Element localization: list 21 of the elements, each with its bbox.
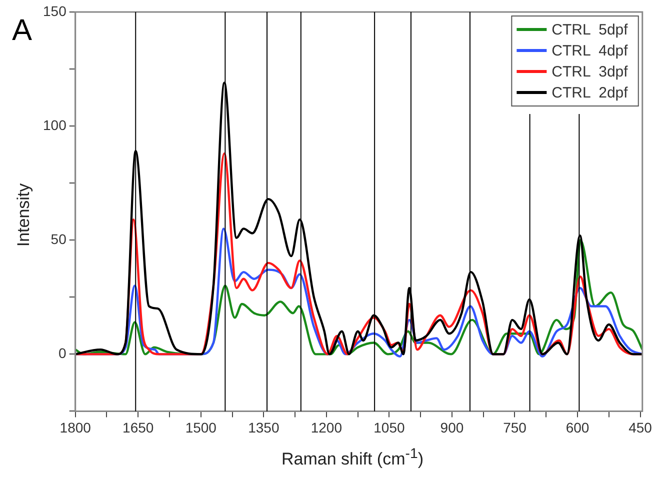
x-tick-label: 1500 — [185, 419, 217, 436]
x-tick-label: 450 — [628, 419, 652, 436]
text: A — [12, 14, 32, 48]
x-tick-label: 1350 — [248, 419, 280, 436]
y-tick-label: 100 — [43, 116, 67, 133]
x-tick-label: 600 — [566, 419, 590, 436]
y-tick-label: 0 — [58, 345, 67, 362]
x-tick-label: 900 — [440, 419, 464, 436]
y-tick-label: 50 — [50, 230, 67, 247]
legend-label: CTRL 2dpf — [552, 84, 629, 102]
legend-label: CTRL 5dpf — [552, 22, 629, 39]
x-tick-label: 1050 — [374, 419, 405, 436]
y-axis-title: Intensity — [14, 183, 34, 247]
legend-label: CTRL 4dpf — [552, 42, 629, 60]
y-tick-label: 150 — [43, 2, 67, 19]
x-axis-title: Raman shift (cm$^{-1}$) — [280, 446, 424, 470]
legend-label: CTRL 3dpf — [552, 64, 629, 81]
x-tick-label: 1650 — [122, 419, 154, 436]
x-tick-label: 1200 — [310, 419, 342, 436]
x-tick-label: 1800 — [60, 419, 92, 436]
x-tick-label: 750 — [503, 419, 527, 436]
